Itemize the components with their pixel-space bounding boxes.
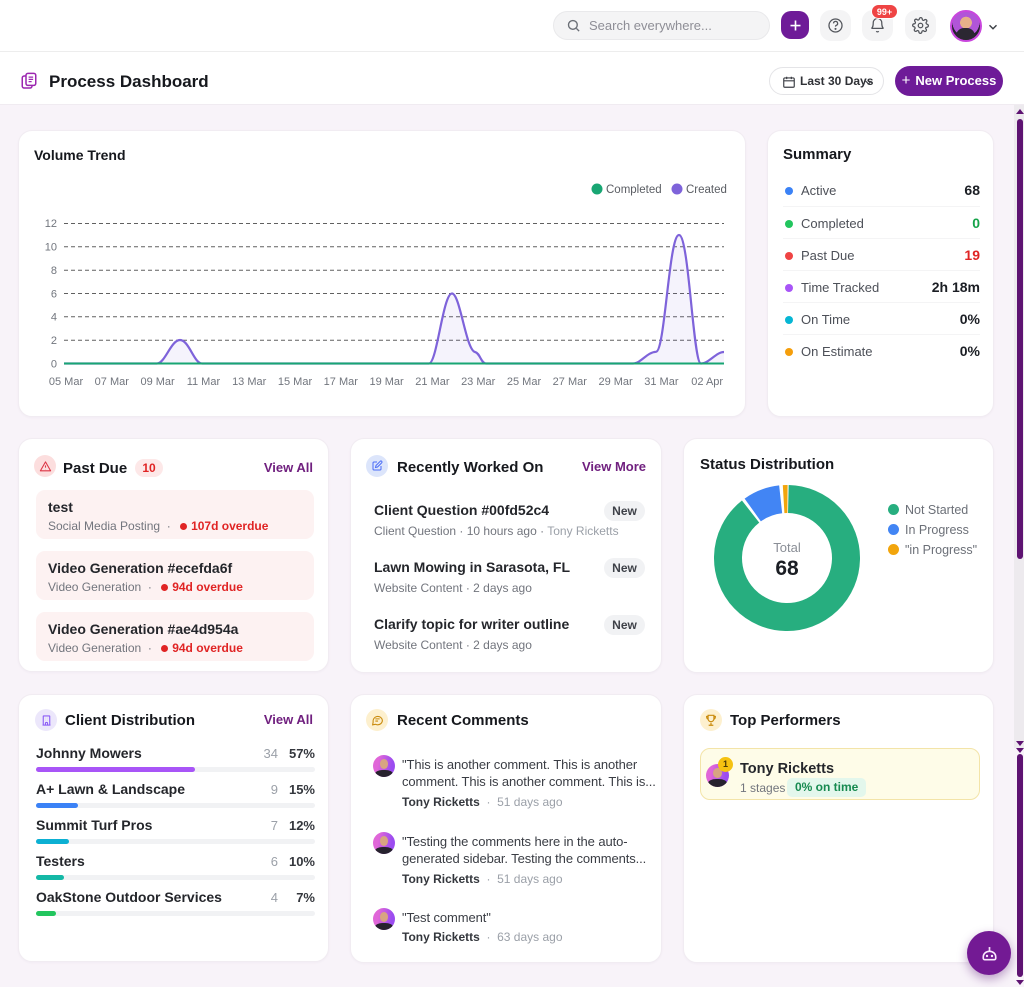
svg-text:68: 68 [775,557,799,580]
svg-text:Created: Created [686,184,727,196]
svg-text:29 Mar: 29 Mar [598,376,633,388]
svg-text:17 Mar: 17 Mar [324,376,359,388]
svg-text:31 Mar: 31 Mar [644,376,679,388]
svg-text:23 Mar: 23 Mar [461,376,496,388]
svg-text:0: 0 [51,358,57,370]
svg-text:09 Mar: 09 Mar [140,376,175,388]
svg-text:25 Mar: 25 Mar [507,376,542,388]
svg-text:21 Mar: 21 Mar [415,376,450,388]
svg-text:27 Mar: 27 Mar [553,376,588,388]
svg-text:05 Mar: 05 Mar [49,376,84,388]
svg-text:13 Mar: 13 Mar [232,376,267,388]
svg-text:19 Mar: 19 Mar [369,376,404,388]
svg-text:11 Mar: 11 Mar [187,376,221,388]
svg-text:Total: Total [773,540,801,555]
svg-text:15 Mar: 15 Mar [278,376,313,388]
svg-text:4: 4 [51,312,57,324]
svg-text:10: 10 [45,242,57,254]
svg-text:12: 12 [45,218,57,230]
svg-text:02 Apr: 02 Apr [691,376,723,388]
svg-text:8: 8 [51,265,57,277]
svg-text:Completed: Completed [606,184,662,196]
svg-text:2: 2 [51,335,57,347]
svg-text:6: 6 [51,288,57,300]
svg-text:07 Mar: 07 Mar [95,376,130,388]
